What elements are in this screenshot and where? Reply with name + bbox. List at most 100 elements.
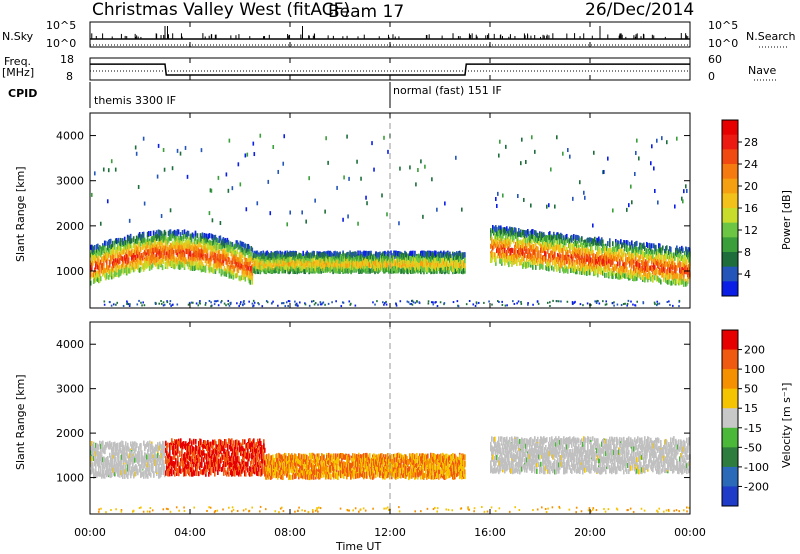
- power-cell: [101, 271, 104, 277]
- power-cell: [110, 159, 113, 164]
- power-cell: [355, 263, 357, 269]
- power-cell: [180, 254, 183, 260]
- power-cell: [174, 244, 177, 250]
- power-cell: [322, 263, 324, 269]
- power-cell: [113, 259, 116, 265]
- power-cell: [101, 262, 104, 268]
- power-cell: [196, 254, 199, 260]
- power-cell: [156, 256, 159, 262]
- power-cell: [99, 248, 102, 254]
- power-cell: [289, 261, 292, 267]
- power-cell: [152, 247, 155, 253]
- power-cell: [95, 247, 98, 253]
- power-cell: [272, 252, 275, 258]
- power-cell: [102, 245, 105, 251]
- power-cell: [567, 148, 569, 153]
- power-cell: [154, 234, 157, 240]
- power-cell: [113, 240, 116, 246]
- power-cell: [366, 266, 368, 272]
- power-cell: [169, 248, 172, 254]
- power-cell: [362, 251, 364, 257]
- power-cell: [366, 253, 368, 259]
- power-cell: [203, 245, 206, 251]
- power-cell: [117, 259, 120, 265]
- power-cell: [262, 267, 265, 273]
- power-cell: [304, 253, 306, 259]
- power-cell: [105, 253, 108, 259]
- power-cell: [151, 237, 154, 243]
- power-cell: [132, 258, 135, 264]
- power-cell: [260, 255, 263, 261]
- power-cell: [99, 251, 102, 257]
- power-cell: [189, 250, 192, 256]
- power-cell: [359, 250, 361, 256]
- power-cell: [191, 266, 194, 272]
- power-cell: [186, 261, 189, 267]
- power-cell: [141, 244, 144, 250]
- power-cell: [206, 243, 209, 249]
- power-cell: [167, 257, 170, 263]
- power-cell: [350, 252, 352, 258]
- power-cell: [360, 176, 362, 181]
- power-cell: [217, 256, 220, 262]
- power-cell: [102, 255, 105, 261]
- power-cell: [247, 254, 250, 260]
- power-cell: [372, 254, 374, 260]
- power-cell: [333, 251, 335, 257]
- power-cell: [317, 262, 319, 268]
- power-cell: [253, 261, 256, 267]
- power-cell: [383, 253, 385, 259]
- power-heatmap: [90, 133, 691, 308]
- power-cell: [225, 243, 228, 249]
- power-cell: [402, 267, 404, 273]
- power-cell: [191, 259, 194, 265]
- power-cell: [91, 255, 94, 261]
- power-cell: [388, 267, 390, 273]
- power-cell: [199, 233, 202, 239]
- power-cell: [347, 268, 349, 274]
- power-cell: [398, 252, 400, 258]
- power-cell: [120, 241, 123, 247]
- power-cell: [117, 265, 120, 271]
- power-cell: [320, 261, 322, 267]
- power-cell: [104, 268, 107, 274]
- power-cell: [208, 211, 211, 216]
- power-cell: [104, 240, 107, 246]
- power-cell: [284, 256, 287, 262]
- power-cell: [207, 234, 210, 240]
- power-cell: [131, 254, 134, 260]
- power-cell: [573, 234, 575, 240]
- power-cell: [168, 251, 171, 257]
- power-cell: [199, 265, 202, 271]
- power-cell: [184, 145, 187, 150]
- power-cell: [168, 254, 171, 260]
- power-cell: [554, 204, 556, 209]
- power-cell: [206, 251, 209, 257]
- power-cell: [185, 259, 188, 265]
- power-cell: [464, 252, 466, 258]
- power-cell: [291, 251, 294, 257]
- power-cell: [202, 266, 205, 272]
- power-cell: [134, 247, 137, 253]
- power-cell: [172, 244, 175, 250]
- power-cell: [367, 251, 369, 257]
- power-cell: [171, 241, 174, 247]
- power-cell: [286, 258, 289, 264]
- power-cell: [176, 148, 179, 153]
- power-cell: [352, 260, 354, 266]
- power-cell: [160, 252, 163, 258]
- power-cell: [388, 259, 390, 265]
- power-cell: [135, 235, 138, 241]
- power-cell: [249, 266, 252, 272]
- power-cell: [230, 244, 233, 250]
- power-cell: [551, 265, 553, 271]
- power-cell: [362, 257, 364, 263]
- power-cell: [105, 268, 108, 274]
- power-cell: [240, 251, 243, 257]
- power-cell: [237, 162, 240, 167]
- power-cell: [184, 233, 187, 239]
- power-cell: [219, 262, 222, 268]
- power-cell: [287, 260, 290, 266]
- power-cell: [147, 255, 150, 261]
- power-cell: [225, 271, 228, 277]
